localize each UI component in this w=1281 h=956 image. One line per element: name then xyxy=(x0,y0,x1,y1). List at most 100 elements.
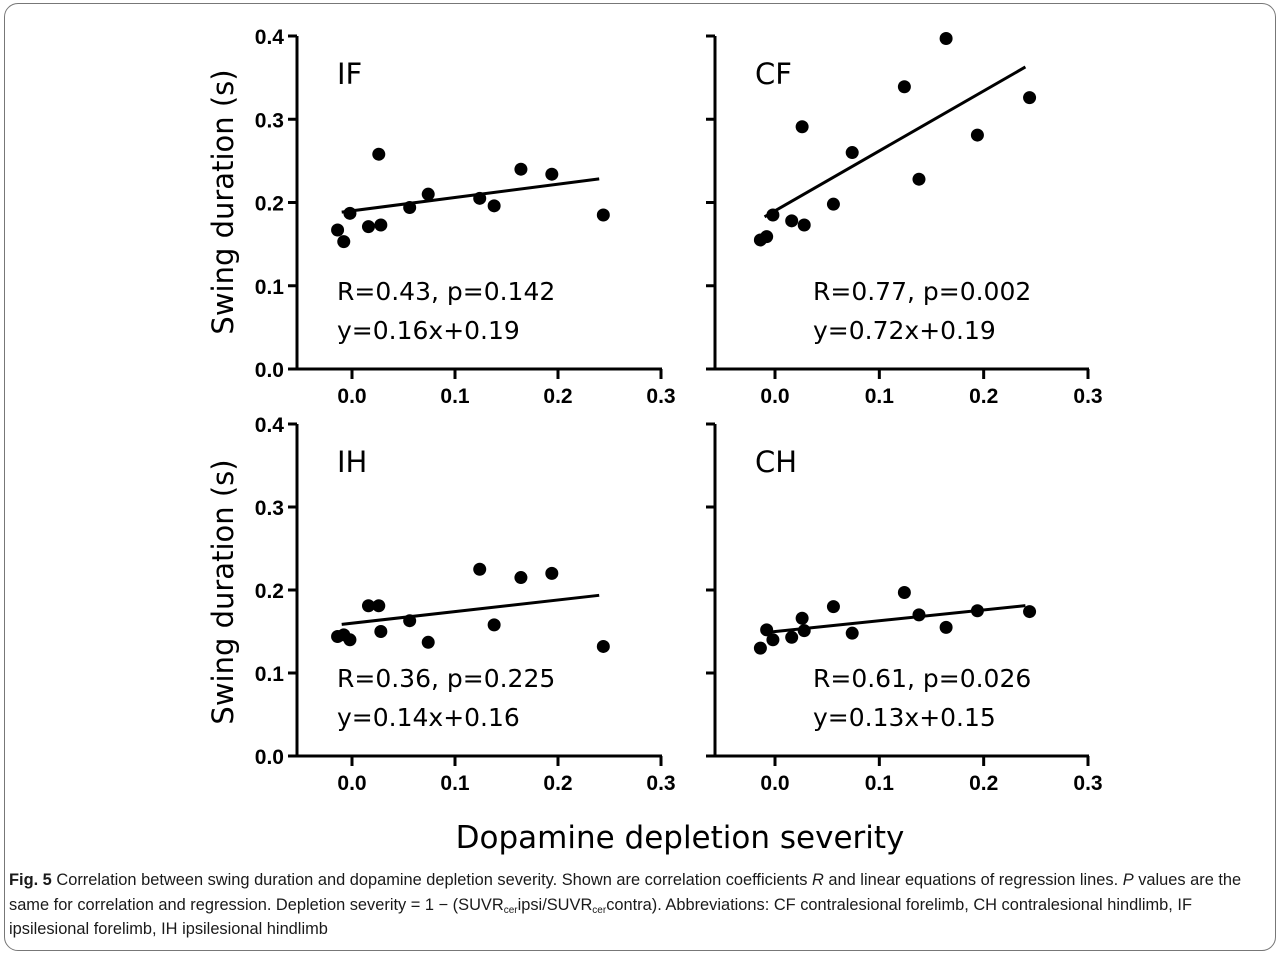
figure-caption: Fig. 5 Correlation between swing duratio… xyxy=(9,868,1271,942)
data-point xyxy=(596,208,610,222)
correlation-annotation: R=0.77, p=0.002 xyxy=(813,277,1031,306)
data-point xyxy=(897,585,911,599)
x-tick-label: 0.0 xyxy=(337,772,366,795)
panel-label: CF xyxy=(755,57,792,91)
correlation-annotation: R=0.43, p=0.142 xyxy=(337,277,555,306)
y-tick-label: 0.1 xyxy=(255,663,285,686)
y-tick-label: 0.1 xyxy=(255,276,285,299)
data-point xyxy=(421,187,435,201)
caption-text-c: values are the same for correlation and … xyxy=(9,871,1242,914)
x-axis-title: Dopamine depletion severity xyxy=(456,820,905,856)
caption-text-d: ipsi/SUVR xyxy=(517,895,593,914)
data-point xyxy=(421,635,435,649)
caption-italic-p: P xyxy=(1122,871,1134,889)
regression-line xyxy=(341,593,600,626)
correlation-annotation: R=0.36, p=0.225 xyxy=(337,664,555,693)
data-point xyxy=(912,608,926,622)
panel-ih: 0.0 0.1 0.2 0.3 0.4 0.0 0.1 0.2 0.3 IH R=0.36, p=0… xyxy=(255,414,676,795)
data-point xyxy=(473,191,487,205)
x-tick-label: 0.0 xyxy=(760,772,789,795)
data-point xyxy=(487,618,501,632)
data-point xyxy=(361,599,375,613)
data-point xyxy=(760,230,774,244)
equation-annotation: y=0.13x+0.15 xyxy=(813,703,996,732)
data-point xyxy=(970,604,984,618)
data-point xyxy=(797,624,811,638)
data-point xyxy=(514,571,528,585)
y-tick-label: 0.4 xyxy=(255,414,285,437)
equation-annotation: y=0.16x+0.19 xyxy=(337,316,520,345)
y-tick-label: 0.2 xyxy=(255,193,284,216)
data-point xyxy=(753,641,767,655)
data-point xyxy=(795,120,809,134)
data-point xyxy=(473,562,487,576)
caption-italic-r: R xyxy=(812,871,824,889)
data-point xyxy=(845,626,859,640)
data-point xyxy=(337,235,351,249)
figure-label: Fig. 5 xyxy=(9,871,52,889)
data-point xyxy=(331,223,345,237)
data-point xyxy=(785,630,799,644)
caption-subscript-1: cer xyxy=(503,904,518,916)
data-point xyxy=(361,220,375,234)
y-tick-label: 0.3 xyxy=(255,497,284,520)
data-point xyxy=(912,172,926,186)
x-tick-label: 0.3 xyxy=(1073,772,1102,795)
data-point xyxy=(343,633,357,647)
x-tick-label: 0.2 xyxy=(969,385,998,408)
caption-text-a: Correlation between swing duration and d… xyxy=(51,871,812,889)
data-point xyxy=(487,199,501,213)
caption-text-e: contra). Abbreviations: CF contralesiona… xyxy=(9,895,1192,939)
data-point xyxy=(766,208,780,222)
x-tick-label: 0.1 xyxy=(440,385,470,408)
y-tick-label: 0.2 xyxy=(255,580,284,603)
data-point xyxy=(374,625,388,638)
data-point xyxy=(374,218,388,232)
panel-ch: 0.0 0.1 0.2 0.3 CH R=0.61, p=0.026 y=0.13x+0.1… xyxy=(706,422,1103,795)
data-point xyxy=(343,206,357,220)
data-point xyxy=(897,80,911,94)
x-tick-label: 0.2 xyxy=(543,385,572,408)
data-point xyxy=(795,611,809,625)
x-tick-label: 0.1 xyxy=(440,772,470,795)
x-tick-label: 0.1 xyxy=(865,772,895,795)
panel-label: IH xyxy=(337,445,367,479)
data-point xyxy=(514,162,528,176)
data-point xyxy=(970,128,984,142)
data-point xyxy=(1023,605,1037,619)
panel-cf: 0.0 0.1 0.2 0.3 CF R=0.77, p=0.002 y=0.72x+0.1… xyxy=(706,31,1103,408)
caption-text-b: and linear equations of regression lines… xyxy=(823,871,1123,889)
y-tick-label: 0.0 xyxy=(255,746,284,769)
panel-label: IF xyxy=(337,57,362,91)
figure-frame xyxy=(4,3,1276,951)
data-point xyxy=(760,623,774,637)
x-tick-label: 0.0 xyxy=(760,385,789,408)
panel-label: CH xyxy=(755,445,797,479)
regression-line xyxy=(341,177,600,214)
data-point xyxy=(372,147,386,161)
data-point xyxy=(1023,91,1037,105)
data-point xyxy=(939,31,953,45)
data-point xyxy=(826,197,840,211)
x-tick-label: 0.1 xyxy=(865,385,895,408)
panel-if: 0.0 0.1 0.2 0.3 0.4 0.0 0.1 0.2 0.3 IF R=0.43, p=0… xyxy=(255,26,676,408)
data-point xyxy=(545,566,559,580)
y-tick-label: 0.3 xyxy=(255,109,284,132)
x-tick-label: 0.2 xyxy=(543,772,572,795)
y-axis-title: Swing duration (s) xyxy=(206,459,240,724)
equation-annotation: y=0.14x+0.16 xyxy=(337,703,520,732)
data-point xyxy=(797,218,811,232)
x-tick-label: 0.2 xyxy=(969,772,998,795)
x-tick-label: 0.3 xyxy=(1073,385,1102,408)
data-point xyxy=(785,214,799,228)
regression-line xyxy=(763,65,1027,219)
data-point xyxy=(596,639,610,653)
data-point xyxy=(845,146,859,160)
y-axis-title: Swing duration (s) xyxy=(206,69,240,334)
data-point xyxy=(403,200,417,214)
y-tick-label: 0.0 xyxy=(255,359,284,382)
data-point xyxy=(766,633,780,647)
x-tick-label: 0.3 xyxy=(646,385,675,408)
data-point xyxy=(939,620,953,634)
data-point xyxy=(826,600,840,614)
